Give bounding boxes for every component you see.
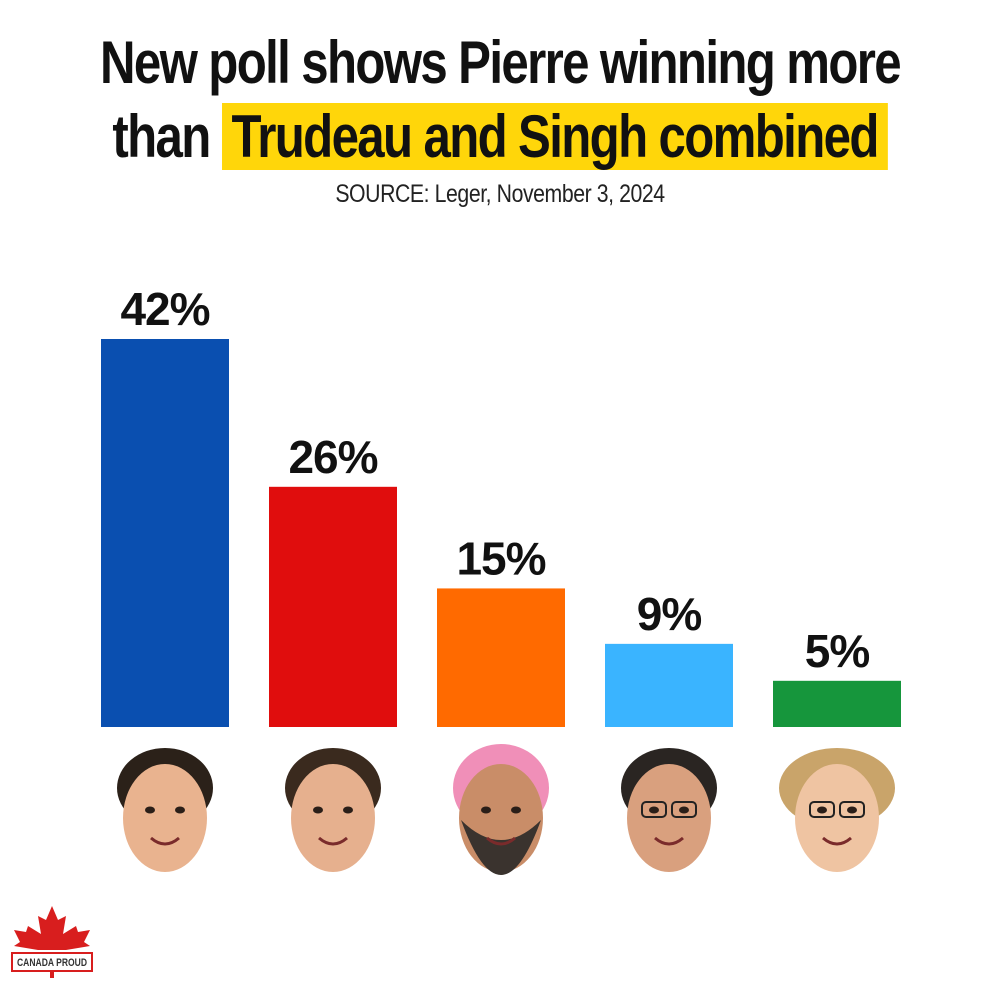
canada-proud-logo: CANADA PROUD [11,906,93,978]
value-labels-group: 42% 26% 15% 9% 5% [120,283,870,677]
bar-4 [605,643,733,727]
portraits-group [117,744,895,875]
title-line-2: than Trudeau and Singh combined [90,100,910,174]
portrait-1-icon [117,748,213,872]
bar-3 [437,588,565,727]
portrait-4-icon [621,748,717,872]
title-line-1: New poll shows Pierre winning more [100,29,902,96]
logo-text: CANADA PROUD [17,957,87,969]
maple-leaf-icon [14,906,90,950]
bar-2 [269,486,397,727]
logo-stem [50,971,54,978]
title-highlight: Trudeau and Singh combined [221,103,888,170]
bar-5 [773,680,901,727]
source-note: SOURCE: Leger, November 3, 2024 [335,180,665,208]
title-plain: than [112,103,211,170]
bar-value-label-5: 5% [805,625,870,677]
portrait-3-icon [453,744,549,875]
bar-value-label-4: 9% [637,588,702,640]
bar-value-label-2: 26% [288,431,377,483]
bars-group [101,339,901,727]
bar-1 [101,339,229,727]
portrait-2-icon [285,748,381,872]
portrait-5-icon [779,748,895,872]
bar-value-label-1: 42% [120,283,209,335]
bar-value-label-3: 15% [456,532,545,584]
page-title: New poll shows Pierre winning more than … [90,26,910,174]
